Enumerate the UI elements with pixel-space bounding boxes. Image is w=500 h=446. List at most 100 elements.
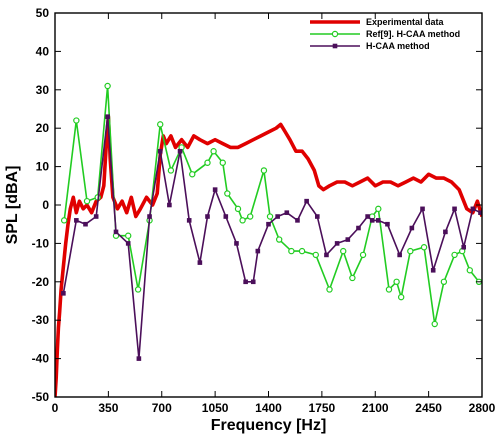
x-tick-label: 700 bbox=[152, 401, 172, 415]
data-point bbox=[157, 121, 164, 128]
y-tick-label: -50 bbox=[32, 390, 50, 404]
y-tick-label: 10 bbox=[36, 160, 50, 174]
y-tick-label: 20 bbox=[36, 121, 50, 135]
data-point bbox=[205, 214, 210, 219]
data-point bbox=[478, 210, 482, 215]
data-point bbox=[189, 171, 196, 178]
data-point bbox=[234, 205, 242, 213]
data-point bbox=[466, 267, 473, 274]
legend-marker bbox=[331, 30, 339, 38]
y-tick-label: -40 bbox=[32, 352, 50, 366]
data-point bbox=[224, 190, 231, 197]
data-point bbox=[385, 286, 393, 293]
data-point bbox=[393, 278, 400, 285]
series-line-1 bbox=[55, 114, 482, 397]
data-point bbox=[246, 213, 254, 220]
legend: Experimental data Ref[9]. H-CAA method H-C… bbox=[310, 17, 460, 51]
y-tick-label: -30 bbox=[32, 313, 50, 327]
x-tick-label: 1400 bbox=[255, 401, 282, 415]
data-point bbox=[250, 279, 256, 285]
data-point bbox=[83, 197, 91, 205]
series-2 bbox=[60, 82, 482, 328]
data-point bbox=[376, 218, 381, 223]
y-tick-label: 0 bbox=[42, 198, 49, 212]
data-point bbox=[409, 225, 415, 231]
data-point bbox=[407, 247, 414, 255]
data-point bbox=[369, 218, 375, 223]
data-point bbox=[61, 291, 66, 296]
legend-label: Experimental data bbox=[366, 17, 445, 27]
data-point bbox=[167, 167, 175, 174]
data-point bbox=[125, 241, 131, 246]
data-point bbox=[275, 214, 280, 219]
tick-layer: 0 350 700 1050 1400 1750 2100 2450 2800-50-40-30… bbox=[32, 6, 496, 415]
data-point bbox=[83, 221, 88, 227]
data-point bbox=[234, 241, 239, 246]
data-point bbox=[157, 148, 163, 154]
series-layer bbox=[55, 82, 482, 397]
data-point bbox=[397, 293, 405, 301]
legend-marker bbox=[332, 43, 338, 49]
x-tick-label: 2100 bbox=[362, 401, 389, 415]
data-point bbox=[345, 237, 351, 242]
data-point bbox=[186, 218, 192, 223]
data-point bbox=[243, 279, 248, 285]
data-point bbox=[452, 206, 457, 212]
data-point bbox=[326, 286, 333, 293]
data-point bbox=[74, 218, 79, 223]
data-point bbox=[219, 159, 226, 166]
data-point bbox=[312, 251, 319, 259]
data-point bbox=[461, 244, 466, 250]
x-tick-label: 2800 bbox=[469, 401, 496, 415]
data-point bbox=[275, 236, 283, 243]
data-point bbox=[73, 117, 80, 124]
series-line-2 bbox=[63, 85, 480, 325]
data-point bbox=[266, 213, 274, 220]
data-point bbox=[284, 210, 290, 215]
data-point bbox=[136, 356, 142, 361]
data-point bbox=[212, 187, 218, 192]
y-tick-label: -10 bbox=[32, 236, 50, 250]
legend-label: Ref[9]. H-CAA method bbox=[366, 29, 460, 39]
data-point bbox=[260, 167, 268, 174]
y-tick-label: -20 bbox=[32, 275, 50, 289]
y-tick-label: 30 bbox=[36, 83, 50, 97]
data-point bbox=[375, 205, 382, 213]
x-tick-label: 1050 bbox=[202, 401, 229, 415]
x-tick-label: 2450 bbox=[415, 401, 442, 415]
data-point bbox=[385, 221, 390, 227]
data-point bbox=[359, 251, 367, 259]
data-point bbox=[440, 278, 448, 285]
data-point bbox=[298, 247, 306, 255]
data-point bbox=[255, 248, 261, 254]
x-axis-title: Frequency [Hz] bbox=[211, 417, 327, 434]
series-3 bbox=[61, 114, 482, 361]
data-point bbox=[113, 229, 119, 235]
series-line-3 bbox=[62, 115, 481, 360]
y-tick-label: 50 bbox=[36, 6, 50, 20]
data-point bbox=[431, 320, 438, 328]
data-point bbox=[167, 202, 172, 208]
data-point bbox=[239, 217, 246, 224]
data-point bbox=[315, 214, 320, 219]
data-point bbox=[356, 225, 361, 231]
data-point bbox=[397, 252, 402, 258]
data-point bbox=[93, 214, 99, 219]
x-tick-label: 350 bbox=[98, 401, 118, 415]
series-1 bbox=[55, 114, 482, 397]
data-point bbox=[334, 241, 340, 246]
data-point bbox=[60, 217, 68, 224]
data-point bbox=[304, 198, 309, 204]
data-point bbox=[420, 244, 428, 251]
legend-label: H-CAA method bbox=[366, 41, 430, 51]
data-point bbox=[204, 159, 211, 166]
data-point bbox=[134, 286, 142, 293]
data-point bbox=[177, 148, 183, 154]
data-point bbox=[295, 218, 300, 223]
data-point bbox=[197, 260, 203, 265]
y-axis-title: SPL [dBA] bbox=[4, 166, 21, 245]
data-point bbox=[210, 148, 217, 155]
data-point bbox=[124, 232, 132, 239]
